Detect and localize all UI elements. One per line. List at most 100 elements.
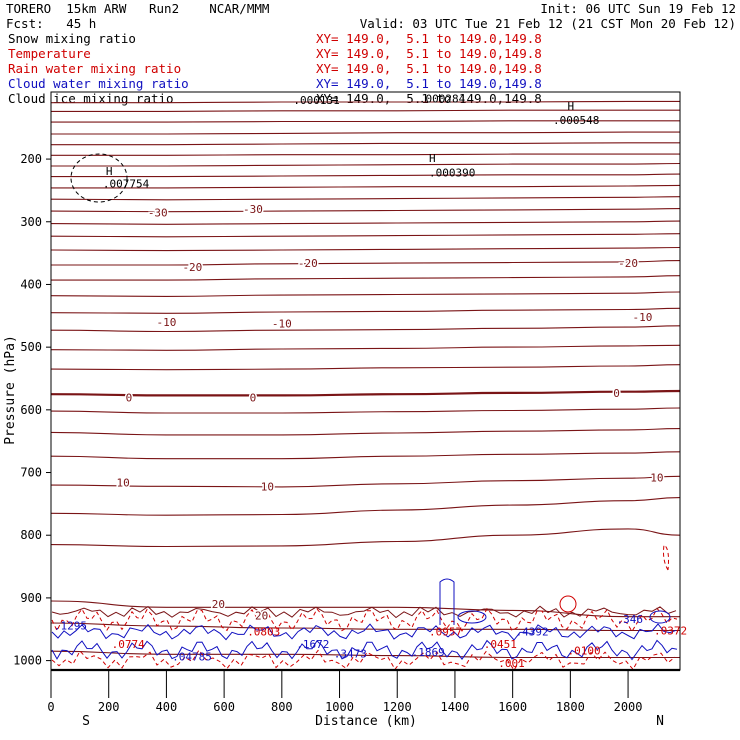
temperature-isoline-22 [50,389,681,397]
legend-label-rain: Rain water mixing ratio [8,61,182,76]
temperature-isoline-1 [51,100,680,104]
max-label-3: H [106,165,113,178]
temperature-isoline-18 [50,307,681,314]
max-label-16: .1869 [412,646,445,659]
temperature-isoline-10 [50,196,681,201]
max-label-7: .000284 [419,93,466,106]
max-label-10: .0774 [112,638,145,651]
max-label-18: .0451 [484,638,517,651]
y-tick-label-500: 500 [20,340,42,354]
temperature-isoline-11 [50,208,681,213]
cloud-water-cell-1 [457,610,487,624]
temperature-label-9: 0 [126,391,133,404]
x-tick-label-1200: 1200 [383,700,412,714]
max-label-1: H [429,152,436,165]
legend-xy-temperature: XY= 149.0, 5.1 to 149.0,149.8 [316,46,542,61]
temperature-label-11: 0 [613,387,620,400]
legend-xy-rain: XY= 149.0, 5.1 to 149.0,149.8 [316,61,542,76]
temperature-isoline-12 [50,220,681,225]
temperature-label-5: -20 [618,257,638,270]
temperature-isoline-16 [50,275,681,281]
legend-xy-cloud-water: XY= 149.0, 5.1 to 149.0,149.8 [316,76,542,91]
x-tick-label-1800: 1800 [556,700,585,714]
y-tick-label-600: 600 [20,403,42,417]
y-tick-label-900: 900 [20,591,42,605]
max-label-9: .1295 [54,619,87,632]
temperature-isoline-19 [50,325,681,333]
temperature-contours [50,100,681,659]
valid-time: Valid: 03 UTC Tue 21 Feb 12 (21 CST Mon … [359,16,736,31]
max-label-19: .001 [498,657,524,670]
x-tick-label-1400: 1400 [440,700,469,714]
temperature-isoline-9 [51,184,681,189]
x-tick-label-200: 200 [98,700,120,714]
cloud-water-tower [439,578,455,625]
temperature-label-3: -20 [182,261,202,274]
temperature-isoline-27 [50,497,681,516]
y-tick-label-400: 400 [20,277,42,291]
rain-water-cell [559,595,577,613]
y-tick-label-200: 200 [20,152,42,166]
max-label-14: .3473 [334,647,367,660]
max-label-17: .4392 [516,626,549,639]
forecast-hour: Fcst: 45 h [6,16,97,31]
legend-label-temperature: Temperature [8,46,91,61]
temperature-label-12: 10 [117,477,130,490]
init-time: Init: 06 UTC Sun 19 Feb 12 [540,1,736,16]
temperature-isoline-25 [50,451,681,460]
temperature-isoline-28 [50,528,681,548]
x-tick-label-1000: 1000 [325,700,354,714]
y-tick-label-800: 800 [20,528,42,542]
temperature-label-4: -20 [298,257,318,270]
x-tick-label-600: 600 [213,700,235,714]
temperature-label-13: 10 [261,480,274,493]
legend-label-cloud-ice: Cloud ice mixing ratio [8,91,174,106]
temperature-label-7: -10 [272,317,292,330]
temperature-isoline-15 [50,260,681,266]
y-axis-label: Pressure (hPa) [3,335,18,445]
legend-label-cloud-water: Cloud water mixing ratio [8,76,189,91]
model-title: TORERO 15km ARW Run2 NCAR/MMM [6,1,270,16]
south-label: S [82,714,90,729]
surface-temperature-contour [51,605,677,619]
legend-label-snow: Snow mixing ratio [8,31,136,46]
temperature-isoline-13 [50,233,681,238]
temperature-isoline-31 [50,650,680,659]
snow-mixing-contour [70,153,128,203]
temperature-isoline-29 [50,600,680,618]
temperature-label-8: -10 [633,311,653,324]
temperature-isoline-2 [51,109,680,112]
max-label-6: .000131 [293,94,339,107]
x-tick-label-400: 400 [156,700,178,714]
plot-frame: 0 200 400 600 800 1000 1200 1400 1600 1800 2000200… [13,91,681,714]
max-label-15: .0957 [429,626,462,639]
x-tick-label-0: 0 [47,700,54,714]
temperature-label-6: -10 [156,316,176,329]
x-tick-label-1600: 1600 [498,700,527,714]
legend-xy-snow: XY= 149.0, 5.1 to 149.0,149.8 [316,31,542,46]
max-label-2: .000390 [429,167,475,180]
max-label-13: .1672 [296,638,329,651]
temperature-isoline-3 [51,120,680,123]
temperature-isoline-23 [50,407,681,414]
y-tick-label-300: 300 [20,215,42,229]
temperature-isoline-24 [50,428,681,436]
temperature-isoline-30 [50,622,680,632]
cloud-water-contour-2 [51,639,678,661]
temperature-isoline-5 [51,142,680,146]
temperature-isoline-4 [51,131,680,135]
y-tick-label-700: 700 [20,466,42,480]
max-label-11: .04785 [172,651,212,664]
max-label-22: .0372 [654,624,687,637]
temperature-label-1: -30 [148,206,168,219]
x-axis-label: Distance (km) [315,714,417,729]
temperature-isoline-14 [50,246,681,252]
x-tick-label-2000: 2000 [614,700,643,714]
max-label-20: .346 [617,613,644,626]
cloud-water-cell-2 [649,610,671,624]
max-label-21: .0100 [567,644,600,657]
max-label-5: .000548 [553,114,599,127]
rain-water-edge [663,544,669,571]
north-label: N [656,714,664,729]
